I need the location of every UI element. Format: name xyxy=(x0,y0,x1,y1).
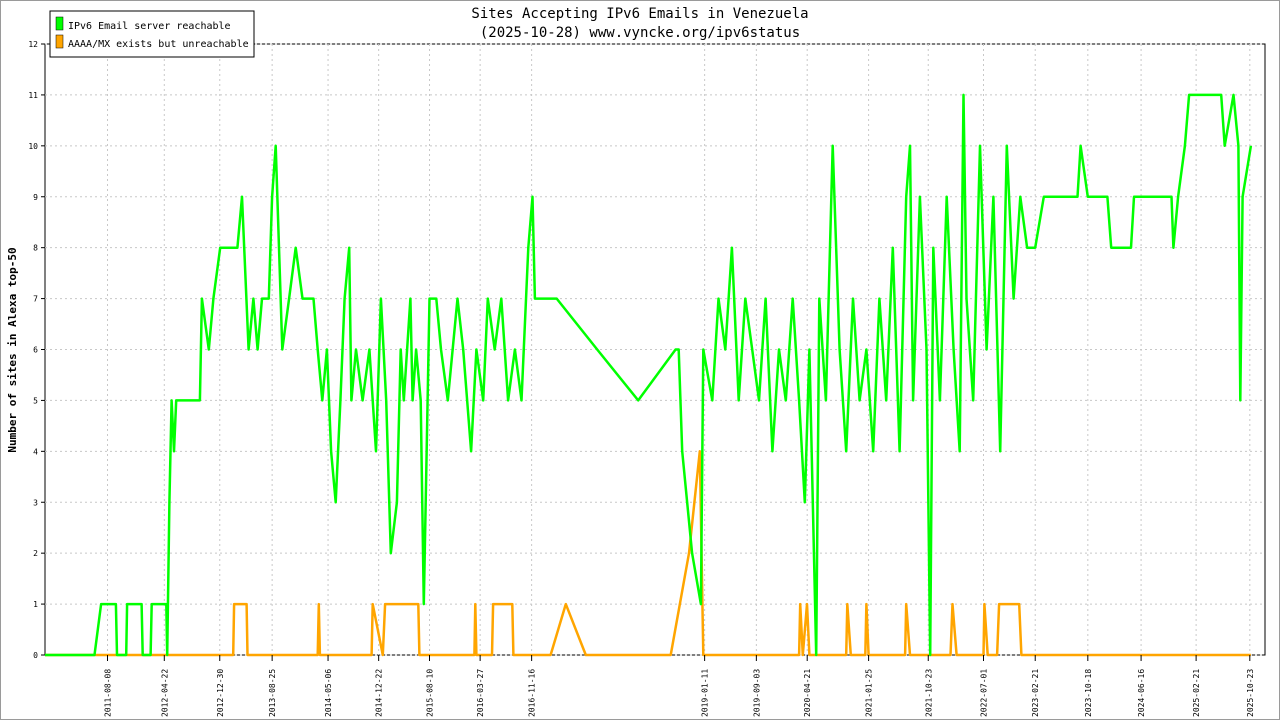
legend-swatch-reachable xyxy=(55,16,64,31)
legend: IPv6 Email server reachable AAAA/MX exis… xyxy=(49,10,255,58)
y-tick-label: 9 xyxy=(33,193,38,202)
x-tick-label: 2013-08-25 xyxy=(268,669,277,717)
y-tick-label: 1 xyxy=(33,600,38,609)
x-tick-label: 2019-01-11 xyxy=(701,669,710,717)
x-tick-label: 2025-02-21 xyxy=(1192,669,1201,717)
x-tick-label: 2011-08-08 xyxy=(104,669,113,717)
y-axis-label: Number of sites in Alexa top-50 xyxy=(6,247,19,452)
legend-swatch-unreachable xyxy=(55,34,64,49)
y-tick-label: 7 xyxy=(33,295,38,304)
y-tick-label: 10 xyxy=(28,142,38,151)
x-tick-label: 2014-12-22 xyxy=(375,669,384,717)
y-tick-label: 3 xyxy=(33,498,38,507)
x-tick-label: 2023-10-18 xyxy=(1084,669,1093,717)
legend-box xyxy=(49,10,255,58)
y-tick-label: 2 xyxy=(33,549,38,558)
x-tick-label: 2025-10-23 xyxy=(1246,669,1255,717)
x-tick-label: 2016-11-16 xyxy=(528,669,537,717)
x-tick-label: 2019-09-03 xyxy=(752,669,761,717)
x-tick-label: 2016-03-27 xyxy=(476,669,485,717)
x-tick-label: 2023-02-21 xyxy=(1031,669,1040,717)
y-tick-label: 12 xyxy=(28,40,38,49)
y-tick-label: 8 xyxy=(33,244,38,253)
y-tick-label: 5 xyxy=(33,396,38,405)
x-tick-label: 2024-06-16 xyxy=(1137,669,1146,717)
x-tick-label: 2014-05-06 xyxy=(324,669,333,717)
series-line-reachable xyxy=(45,93,1253,657)
x-tick-label: 2015-08-10 xyxy=(426,669,435,717)
y-tick-label: 6 xyxy=(33,346,38,355)
chart-subtitle: (2025-10-28) www.vyncke.org/ipv6status xyxy=(480,25,800,41)
chart-title: Sites Accepting IPv6 Emails in Venezuela xyxy=(471,6,808,22)
series-layer xyxy=(45,93,1253,657)
x-tick-label: 2012-04-22 xyxy=(160,669,169,717)
x-tick-label: 2012-12-30 xyxy=(216,669,225,717)
y-tick-label: 4 xyxy=(33,447,38,456)
series-line-unreachable xyxy=(45,450,1251,657)
y-tick-label: 0 xyxy=(33,651,38,660)
y-tick-label: 11 xyxy=(28,91,38,100)
legend-label-unreachable: AAAA/MX exists but unreachable xyxy=(68,39,249,50)
x-tick-label: 2021-01-25 xyxy=(865,669,874,717)
x-tick-label: 2021-10-23 xyxy=(924,669,933,717)
x-tick-label: 2020-04-21 xyxy=(803,669,812,717)
x-tick-label: 2022-07-01 xyxy=(979,669,988,717)
legend-label-reachable: IPv6 Email server reachable xyxy=(68,21,231,32)
